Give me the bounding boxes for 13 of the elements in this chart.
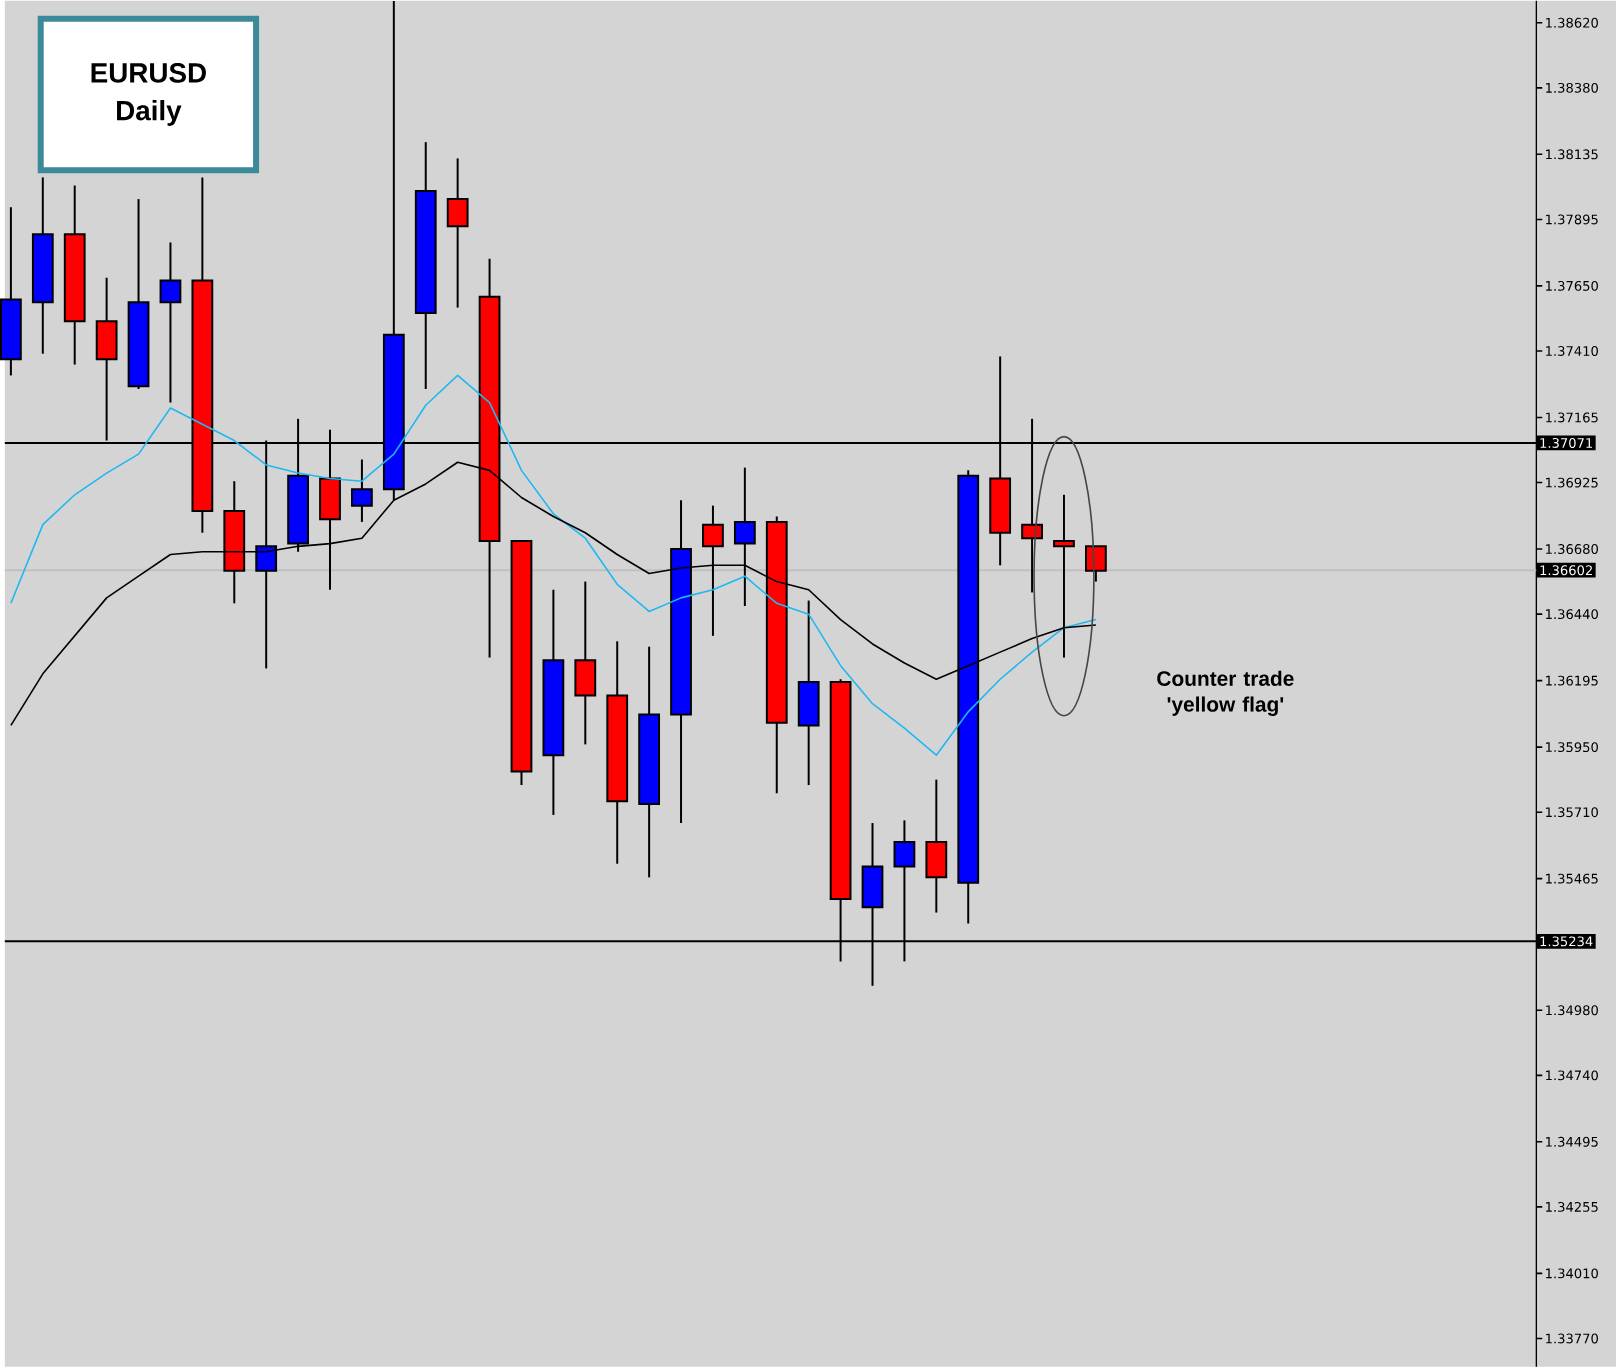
candlestick xyxy=(733,466,756,608)
candlestick xyxy=(925,778,948,914)
candlestick xyxy=(797,599,820,787)
candlestick xyxy=(1053,494,1075,659)
candlestick xyxy=(702,504,724,638)
candlestick xyxy=(159,241,182,404)
candlestick xyxy=(351,458,373,524)
text: Daily xyxy=(117,100,182,127)
candlestick xyxy=(1084,545,1107,583)
candlestick xyxy=(446,157,469,309)
text: EURUSD xyxy=(91,63,206,83)
text: Counter trade 'yellow flag' xyxy=(1157,670,1294,717)
candlestick xyxy=(574,580,597,746)
